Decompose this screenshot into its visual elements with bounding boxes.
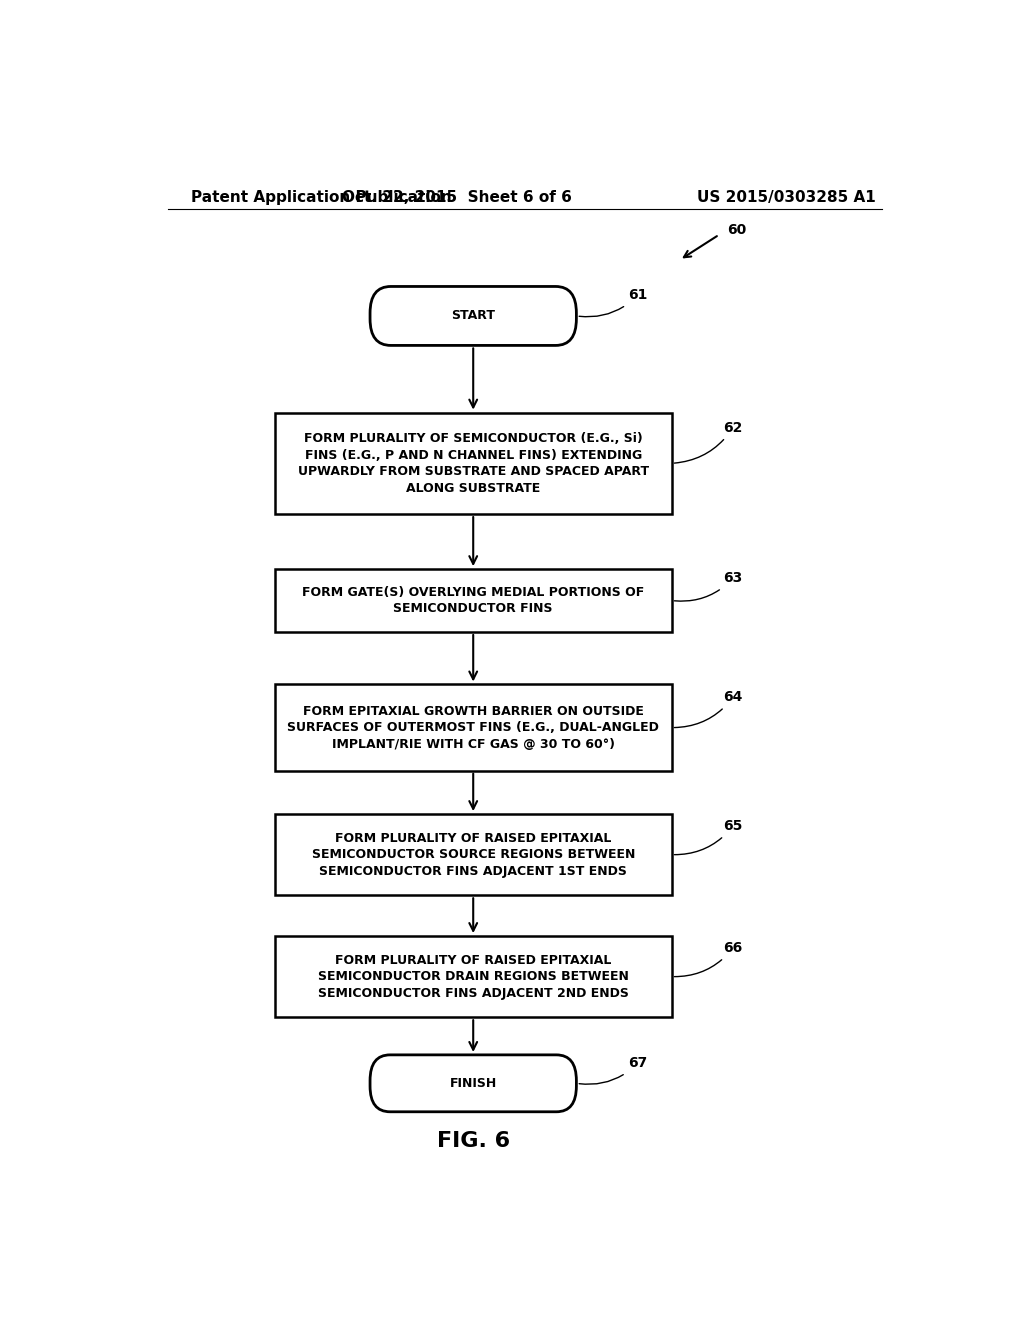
Text: 60: 60 [727, 223, 746, 236]
Text: 67: 67 [580, 1056, 647, 1084]
Text: 63: 63 [675, 572, 742, 601]
Text: FINISH: FINISH [450, 1077, 497, 1090]
FancyBboxPatch shape [370, 1055, 577, 1111]
Text: 65: 65 [675, 820, 742, 854]
Text: FORM PLURALITY OF SEMICONDUCTOR (E.G., Si)
FINS (E.G., P AND N CHANNEL FINS) EXT: FORM PLURALITY OF SEMICONDUCTOR (E.G., S… [298, 432, 649, 495]
Text: 64: 64 [675, 690, 742, 727]
Text: START: START [452, 309, 496, 322]
Text: Oct. 22, 2015  Sheet 6 of 6: Oct. 22, 2015 Sheet 6 of 6 [342, 190, 572, 205]
Text: FORM GATE(S) OVERLYING MEDIAL PORTIONS OF
SEMICONDUCTOR FINS: FORM GATE(S) OVERLYING MEDIAL PORTIONS O… [302, 586, 644, 615]
Text: FIG. 6: FIG. 6 [436, 1131, 510, 1151]
Text: US 2015/0303285 A1: US 2015/0303285 A1 [697, 190, 877, 205]
Bar [274, 684, 672, 771]
Bar [274, 936, 672, 1018]
Bar [274, 569, 672, 632]
Text: 66: 66 [675, 941, 742, 977]
Text: 62: 62 [675, 421, 742, 463]
Text: Patent Application Publication: Patent Application Publication [191, 190, 453, 205]
Bar [274, 814, 672, 895]
Text: 61: 61 [580, 288, 647, 317]
Text: FORM EPITAXIAL GROWTH BARRIER ON OUTSIDE
SURFACES OF OUTERMOST FINS (E.G., DUAL-: FORM EPITAXIAL GROWTH BARRIER ON OUTSIDE… [288, 705, 659, 751]
Text: FORM PLURALITY OF RAISED EPITAXIAL
SEMICONDUCTOR DRAIN REGIONS BETWEEN
SEMICONDU: FORM PLURALITY OF RAISED EPITAXIAL SEMIC… [317, 953, 629, 999]
Text: FORM PLURALITY OF RAISED EPITAXIAL
SEMICONDUCTOR SOURCE REGIONS BETWEEN
SEMICOND: FORM PLURALITY OF RAISED EPITAXIAL SEMIC… [311, 832, 635, 878]
Bar [274, 413, 672, 515]
FancyBboxPatch shape [370, 286, 577, 346]
